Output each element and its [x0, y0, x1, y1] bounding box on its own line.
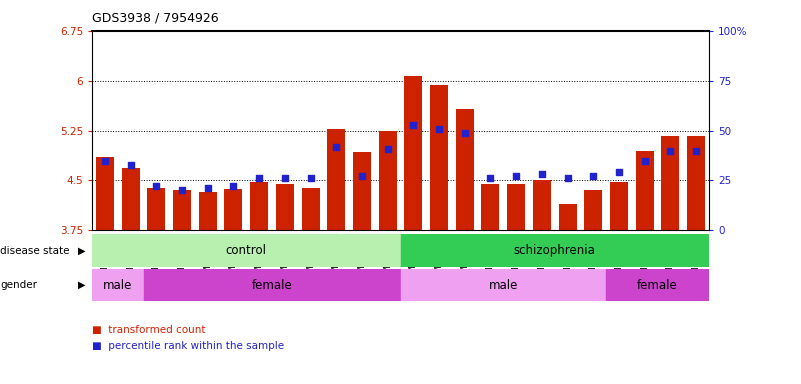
Text: ▶: ▶ — [78, 280, 85, 290]
Bar — [92, 234, 400, 267]
Bar — [92, 269, 143, 301]
Bar — [636, 151, 654, 230]
Point — [587, 174, 600, 180]
Bar — [276, 184, 294, 230]
Text: GDS3938 / 7954926: GDS3938 / 7954926 — [92, 12, 219, 25]
Text: female: female — [637, 279, 678, 291]
Bar — [353, 152, 371, 230]
Bar — [606, 269, 709, 301]
Point — [535, 171, 548, 177]
Text: ▶: ▶ — [78, 245, 85, 256]
Bar — [96, 157, 114, 230]
Bar — [147, 189, 165, 230]
Text: ■  transformed count: ■ transformed count — [92, 325, 206, 335]
Point — [407, 121, 420, 127]
Point — [433, 126, 445, 132]
Bar — [662, 136, 679, 230]
Text: ■  percentile rank within the sample: ■ percentile rank within the sample — [92, 341, 284, 351]
Text: male: male — [103, 279, 132, 291]
Bar — [400, 269, 606, 301]
Point — [690, 147, 702, 154]
Text: control: control — [226, 244, 267, 257]
Bar — [328, 129, 345, 230]
Bar — [173, 190, 191, 230]
Point — [664, 147, 677, 154]
Point — [330, 144, 343, 150]
Bar — [456, 109, 473, 230]
Bar — [224, 189, 243, 230]
Point — [175, 187, 188, 194]
Point — [484, 175, 497, 182]
Text: schizophrenia: schizophrenia — [513, 244, 596, 257]
Bar — [143, 269, 400, 301]
Bar — [400, 234, 709, 267]
Point — [613, 169, 626, 175]
Bar — [405, 76, 422, 230]
Point — [201, 185, 214, 192]
Bar — [199, 192, 217, 230]
Point — [356, 174, 368, 180]
Point — [458, 129, 471, 136]
Bar — [687, 136, 705, 230]
Bar — [533, 180, 551, 230]
Bar — [122, 169, 139, 230]
Bar — [250, 182, 268, 230]
Bar — [481, 184, 500, 230]
Text: disease state: disease state — [0, 245, 70, 256]
Bar — [379, 131, 396, 230]
Point — [227, 184, 239, 190]
Point — [150, 184, 163, 190]
Point — [253, 175, 266, 182]
Text: male: male — [489, 279, 518, 291]
Point — [638, 157, 651, 164]
Bar — [430, 85, 448, 230]
Point — [279, 175, 292, 182]
Point — [381, 146, 394, 152]
Bar — [610, 182, 628, 230]
Point — [509, 174, 522, 180]
Text: gender: gender — [0, 280, 37, 290]
Point — [562, 175, 574, 182]
Bar — [558, 204, 577, 230]
Point — [124, 161, 137, 167]
Point — [304, 175, 317, 182]
Bar — [584, 190, 602, 230]
Bar — [301, 189, 320, 230]
Text: female: female — [252, 279, 292, 291]
Point — [99, 157, 111, 164]
Bar — [507, 184, 525, 230]
